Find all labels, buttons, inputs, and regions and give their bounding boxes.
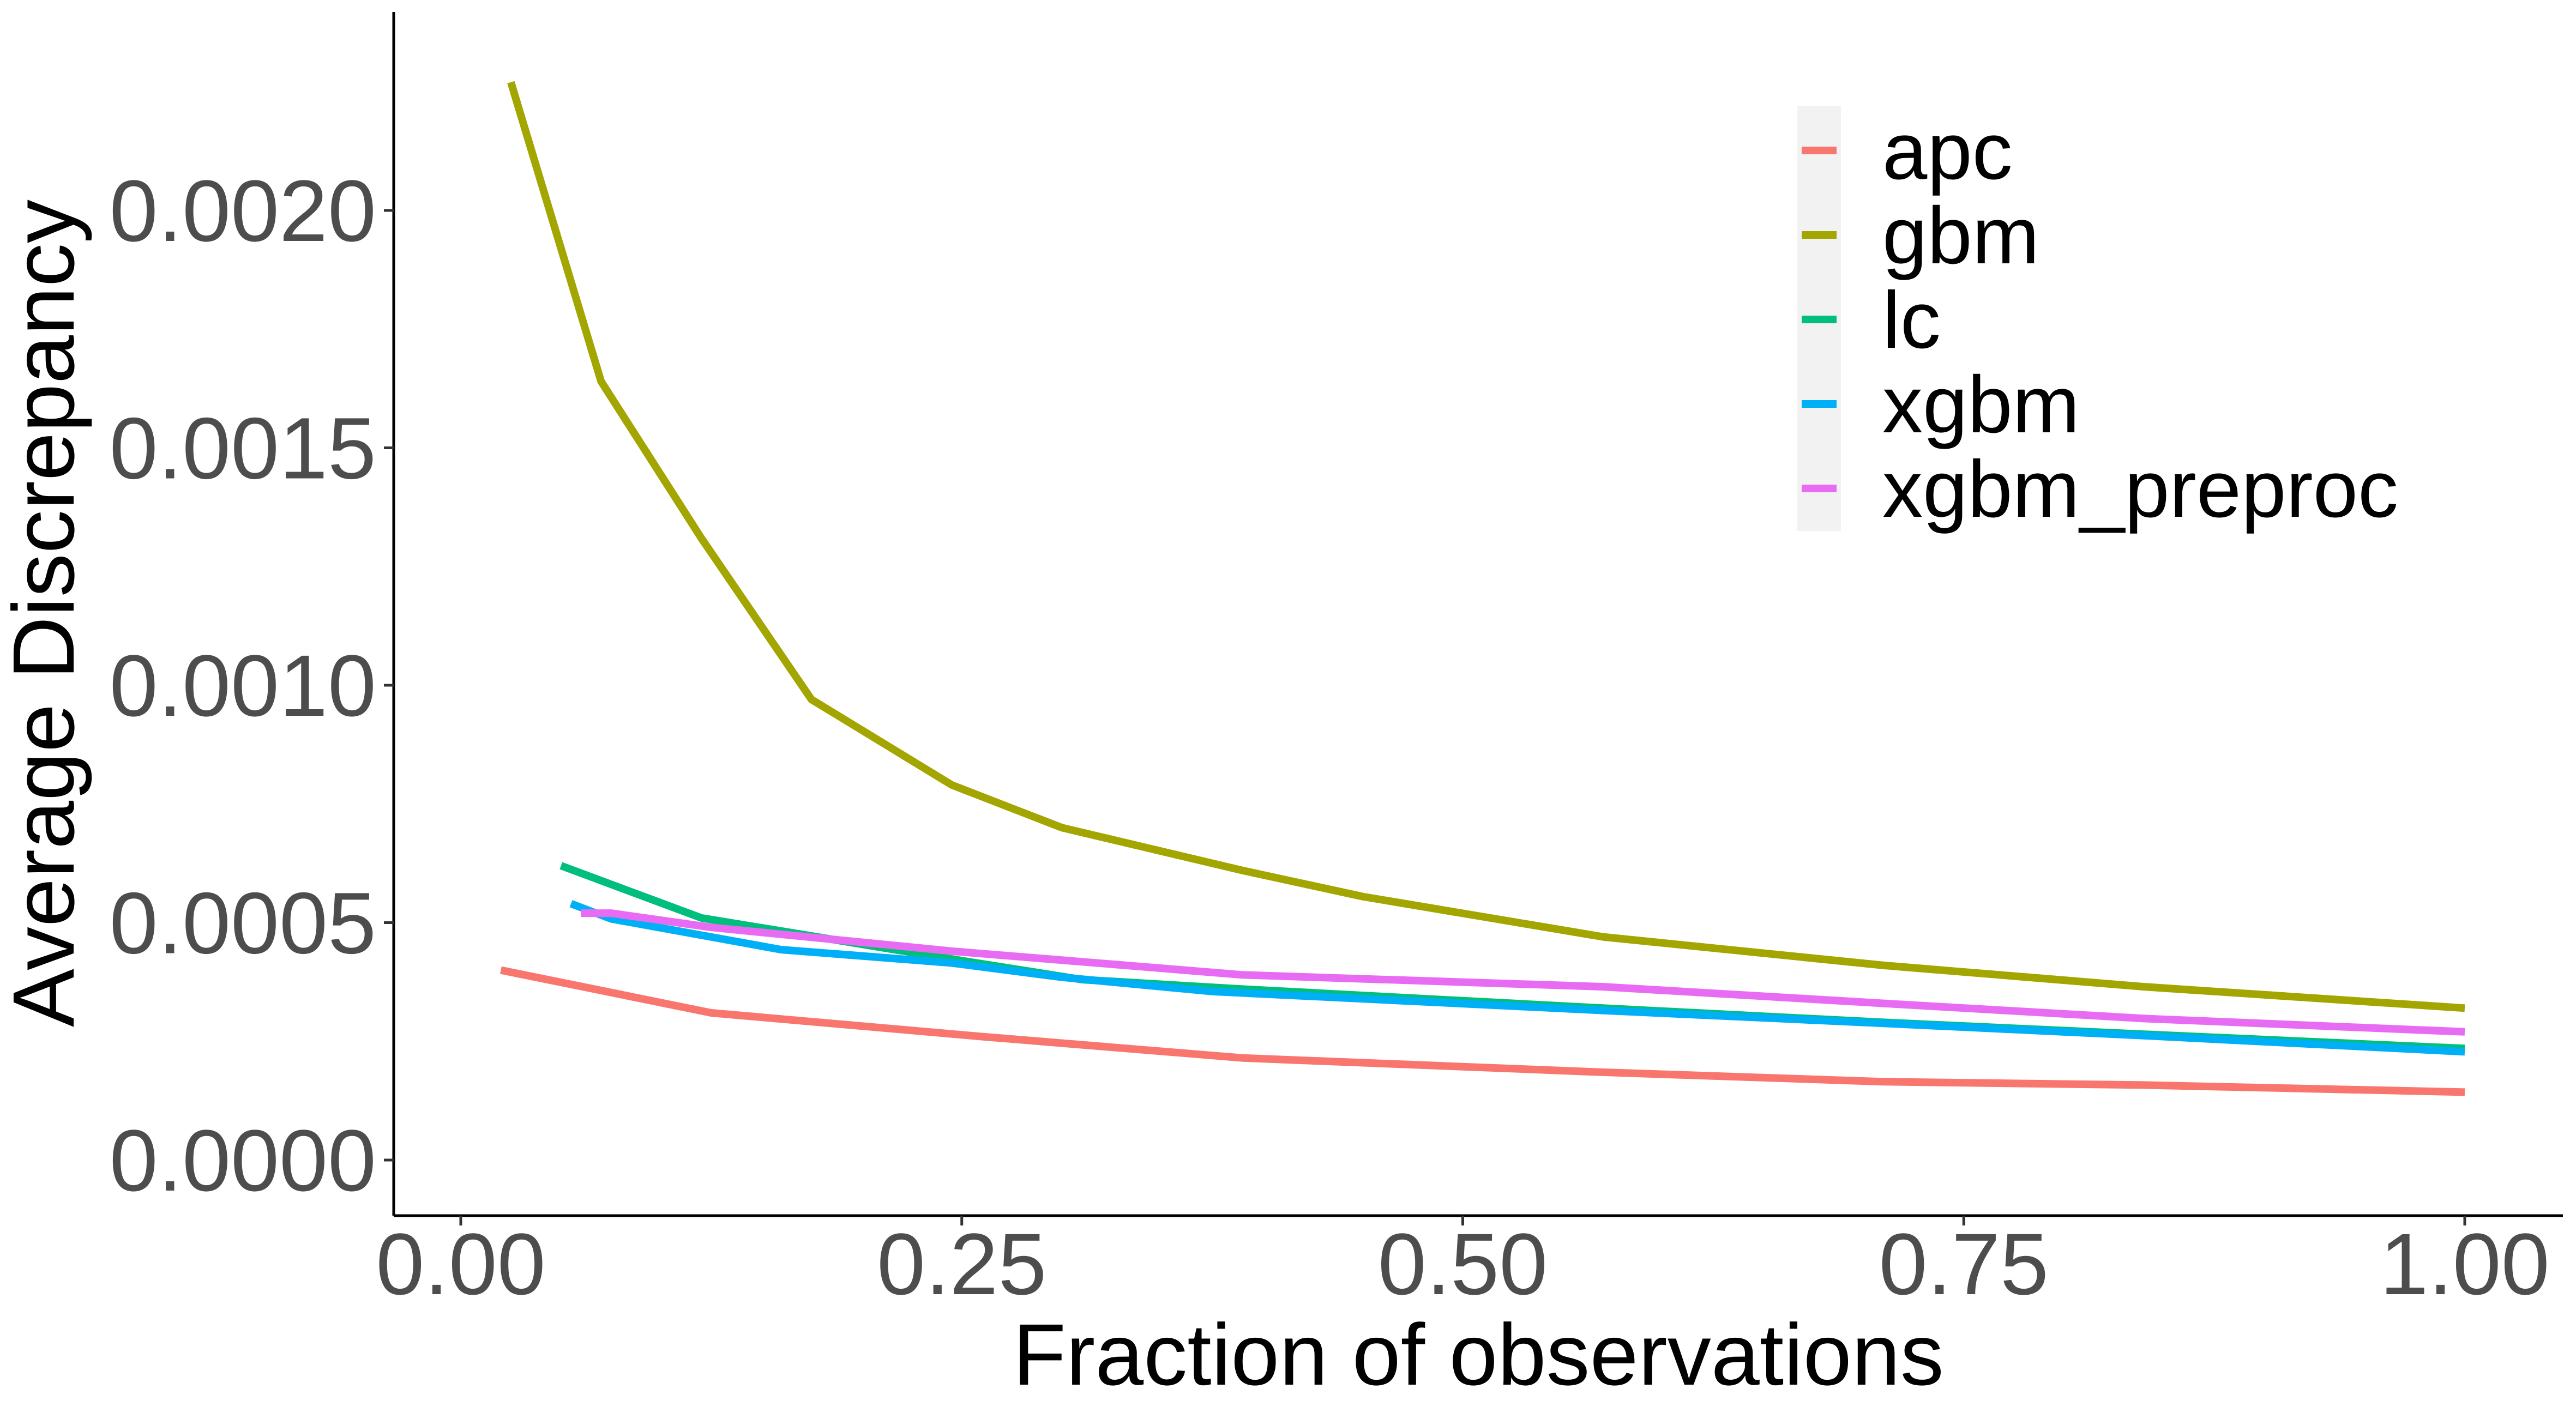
legend-label-apc: apc	[1882, 106, 2013, 196]
y-axis-title: Average Discrepancy	[0, 200, 92, 1027]
y-tick-label: 0.0020	[110, 162, 376, 259]
series-line-gbm	[507, 81, 2465, 1012]
legend-label-xgbm: xgbm	[1882, 360, 2080, 450]
series-line-xgbm	[569, 900, 2465, 1056]
y-tick-label: 0.0005	[110, 874, 376, 972]
y-tick-label: 0.0000	[110, 1112, 376, 1209]
axes-layer	[392, 12, 2563, 1217]
ticks-layer: 0.00 0.25 0.50 0.75 1.00 0.0000 0.0005 0.0010 0.…	[110, 162, 2550, 1313]
x-tick-label: 0.25	[877, 1215, 1046, 1313]
x-tick-label: 0.75	[1879, 1215, 2049, 1313]
series-line-apc	[500, 966, 2465, 1096]
series-layer	[500, 81, 2465, 1096]
x-tick-label: 0.00	[376, 1215, 545, 1313]
y-tick-label: 0.0010	[110, 637, 376, 734]
y-tick-label: 0.0015	[110, 400, 376, 497]
x-axis-title: Fraction of observations	[1013, 1306, 1944, 1403]
series-line-xgbm-preproc	[581, 909, 2465, 1036]
legend-label-lc: lc	[1882, 275, 1941, 365]
x-tick-label: 0.50	[1378, 1215, 1548, 1313]
legend-label-gbm: gbm	[1882, 191, 2039, 281]
x-tick-label: 1.00	[2380, 1215, 2549, 1313]
legend-label-xgbm-preproc: xgbm_preproc	[1882, 444, 2398, 534]
